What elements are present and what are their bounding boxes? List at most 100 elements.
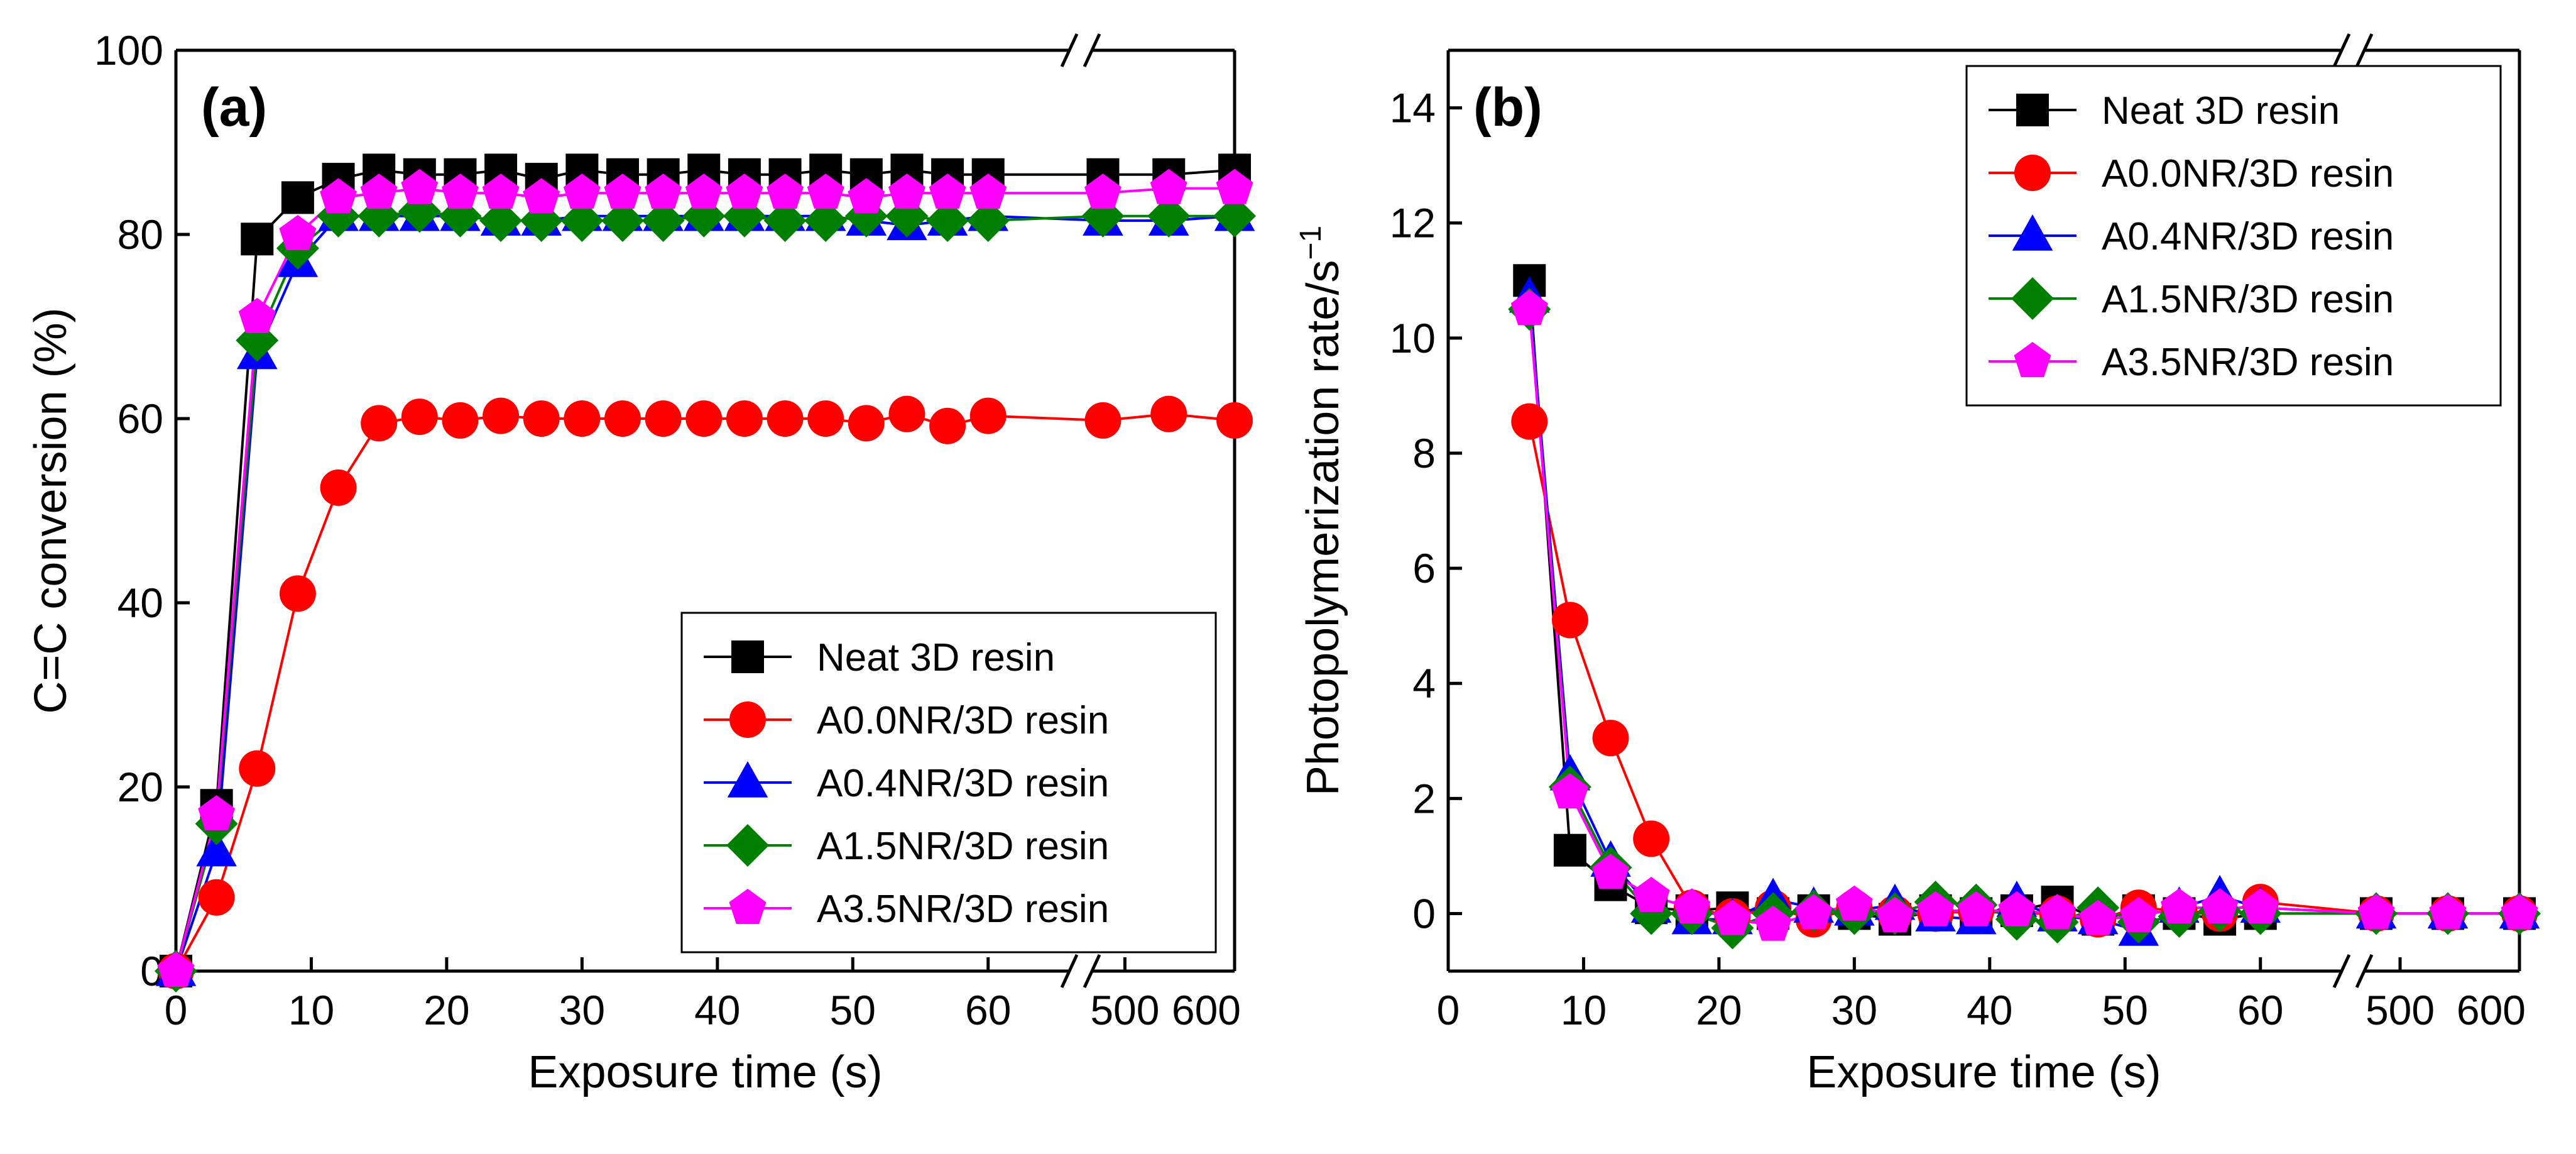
- x-tick-label: 40: [694, 987, 740, 1033]
- data-point: [361, 405, 398, 442]
- legend-item: A1.5NR/3D resin: [704, 824, 1109, 868]
- x-tick-label: 50: [2102, 987, 2148, 1033]
- data-point: [763, 199, 807, 243]
- axis-break-mask: [1069, 952, 1092, 990]
- y-tick-label: 4: [1412, 660, 1436, 706]
- data-point: [479, 199, 523, 243]
- data-point: [2429, 894, 2467, 930]
- legend-item: A0.0NR/3D resin: [704, 699, 1109, 742]
- data-point: [2357, 894, 2395, 930]
- axis-break-marker-bottom: [2332, 952, 2374, 990]
- legend-marker: [729, 889, 767, 925]
- y-axis-title-text: C=C conversion (%): [26, 307, 76, 713]
- legend-item: Neat 3D resin: [704, 636, 1055, 679]
- legend-marker: [729, 701, 766, 738]
- y-tick-label: 60: [117, 395, 163, 442]
- chart-panel-b: 0 2 4 6 8 10 12 14 0 10 20 30 40 50 60 500 600 Exposure t…: [1294, 31, 2541, 1097]
- data-point: [482, 173, 520, 209]
- data-point: [604, 173, 641, 209]
- legend-label: A1.5NR/3D resin: [2102, 278, 2394, 321]
- data-point: [238, 297, 276, 333]
- data-point: [279, 575, 316, 612]
- data-point: [1511, 403, 1548, 440]
- data-point: [2039, 894, 2076, 930]
- axis-break-mask: [2342, 31, 2364, 69]
- legend-marker: [731, 640, 764, 673]
- data-point: [1673, 888, 1711, 924]
- data-point: [848, 178, 885, 214]
- y-axis-title: C=C conversion (%): [26, 307, 76, 713]
- x-tick-label: 500: [1090, 987, 1159, 1033]
- data-point: [969, 173, 1007, 209]
- y-tick-label: 0: [1412, 890, 1436, 937]
- x-tick-label: 10: [1561, 987, 1607, 1033]
- axis-break-slash: [1083, 953, 1101, 989]
- data-point: [360, 173, 398, 209]
- data-point: [685, 173, 723, 209]
- data-point: [641, 199, 685, 243]
- y-tick-label: 40: [117, 580, 163, 626]
- axis-break-slash: [2355, 953, 2374, 989]
- y-tick-label: 2: [1412, 775, 1436, 822]
- legend-item: A0.4NR/3D resin: [1989, 214, 2394, 258]
- data-point: [807, 400, 844, 437]
- axis-break-marker-bottom: [1060, 952, 1101, 990]
- legend-marker: [727, 761, 768, 798]
- data-point: [645, 173, 682, 209]
- data-point: [1150, 168, 1187, 204]
- data-point: [767, 400, 804, 437]
- x-tick-label: 20: [1696, 987, 1742, 1033]
- legend-label: A0.4NR/3D resin: [2102, 215, 2394, 258]
- data-point: [241, 223, 274, 256]
- y-axis-title: Photopolymerization rate/s−1: [1294, 226, 1348, 796]
- data-point: [767, 173, 804, 209]
- legend-item: Neat 3D resin: [1989, 89, 2340, 133]
- data-point: [604, 400, 641, 437]
- data-point: [888, 395, 925, 432]
- panel-label: (a): [201, 77, 267, 138]
- y-tick-label: 80: [117, 211, 163, 258]
- data-point: [281, 181, 314, 214]
- y-tick-label: 20: [117, 764, 163, 810]
- data-point: [1553, 833, 1586, 867]
- data-point: [645, 400, 682, 437]
- x-tick-label: 0: [1437, 987, 1460, 1033]
- data-point: [236, 319, 279, 362]
- data-point: [601, 199, 644, 243]
- legend-item: A3.5NR/3D resin: [1989, 341, 2394, 384]
- data-point: [198, 795, 236, 830]
- x-axis-title: Exposure time (s): [528, 1047, 882, 1097]
- x-tick-label: 30: [1831, 987, 1877, 1033]
- data-point: [1592, 854, 1629, 889]
- series-line-1: [1528, 421, 2519, 921]
- legend-marker: [2011, 277, 2054, 320]
- data-point: [196, 830, 237, 867]
- data-point: [1150, 395, 1187, 432]
- legend-label: A0.4NR/3D resin: [817, 762, 1109, 805]
- data-point: [804, 199, 848, 243]
- series-markers-4: [1510, 290, 2538, 941]
- data-point: [523, 178, 560, 214]
- axis-break-slash: [1060, 953, 1079, 989]
- legend: Neat 3D resin A0.0NR/3D resin A0.4NR/3D re…: [1965, 65, 2502, 407]
- data-point: [1998, 891, 2036, 926]
- data-point: [929, 173, 966, 209]
- data-point: [726, 173, 763, 209]
- legend-marker: [2014, 155, 2051, 191]
- data-point: [1632, 877, 1670, 912]
- x-axis-title: Exposure time (s): [1806, 1047, 2161, 1097]
- data-point: [726, 400, 763, 437]
- axis-break-slash: [1083, 33, 1101, 68]
- legend-item: A0.4NR/3D resin: [704, 761, 1109, 805]
- data-point: [401, 168, 439, 204]
- x-tick-label: 60: [2237, 987, 2283, 1033]
- x-tick-label: 50: [830, 987, 876, 1033]
- legend-label: A3.5NR/3D resin: [817, 887, 1109, 931]
- data-point: [1795, 894, 1833, 930]
- data-point: [2079, 899, 2117, 935]
- data-point: [1957, 891, 1995, 926]
- y-tick-label: 100: [94, 27, 163, 74]
- data-point: [279, 215, 317, 251]
- data-point: [1216, 402, 1253, 439]
